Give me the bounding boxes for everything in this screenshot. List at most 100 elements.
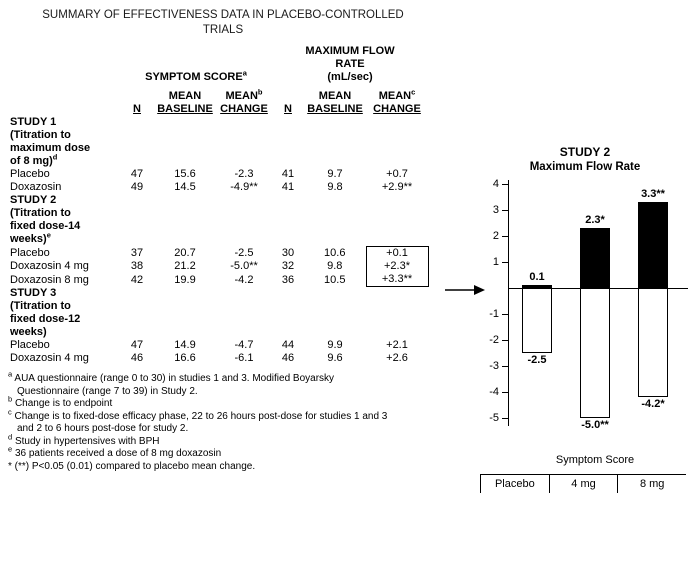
value-cell: 9.8 bbox=[327, 260, 343, 272]
flow-rate-bar bbox=[580, 228, 610, 288]
y-tick-label: 3 bbox=[492, 204, 499, 216]
footnote: b Change is to endpoint bbox=[8, 394, 113, 409]
effectiveness-table: SYMPTOM SCOREa MAXIMUM FLOW RATE (mL/sec… bbox=[8, 45, 429, 365]
study-section-label: STUDY 2 (Titration to fixed dose-14 weeks)e bbox=[10, 194, 81, 245]
value-cell: 41 bbox=[281, 168, 295, 180]
title-line2: TRIALS bbox=[202, 24, 244, 36]
symptom-score-value-label: -5.0** bbox=[581, 419, 609, 431]
chart-title: STUDY 2 bbox=[559, 145, 611, 159]
value-cell: 9.8 bbox=[327, 181, 343, 193]
value-cell: 19.9 bbox=[174, 273, 196, 286]
study-section-row: STUDY 1 (Titration to maximum dose of 8 mg)… bbox=[8, 116, 428, 168]
flow-rate-bar bbox=[638, 202, 668, 288]
footnote: * (**) P<0.05 (0.01) compared to placebo… bbox=[8, 460, 256, 472]
col-n-symptom: N bbox=[133, 103, 141, 115]
x-axis: Placebo 4 mg 8 mg bbox=[480, 474, 686, 493]
value-cell: +0.1 bbox=[365, 246, 429, 260]
value-cell: -4.7 bbox=[234, 339, 254, 351]
chart-subtitle: Maximum Flow Rate bbox=[529, 161, 641, 173]
symptom-score-value-label: -2.5 bbox=[527, 354, 547, 366]
value-cell: -6.1 bbox=[234, 352, 254, 364]
value-cell: 10.6 bbox=[324, 247, 346, 259]
y-tick-label: 2 bbox=[492, 230, 499, 242]
value-cell: +2.9** bbox=[381, 181, 413, 193]
flow-header-line3: (mL/sec) bbox=[327, 71, 373, 83]
value-cell: 9.7 bbox=[327, 168, 343, 180]
symptom-score-bar bbox=[638, 288, 668, 397]
pointer-arrow bbox=[445, 285, 485, 295]
flow-header-line2: RATE bbox=[335, 58, 365, 70]
table-row: Placebo 37 20.7 -2.5 30 10.6 +0.1 bbox=[8, 246, 429, 260]
value-cell: 30 bbox=[281, 247, 295, 259]
y-tick-label: -1 bbox=[489, 308, 499, 320]
chart-plot: 4 3 2 1 -1 -2 -3 -4 -5 0.1 -2.5 2.3* -5.0** 3.3** -4.2… bbox=[478, 178, 692, 494]
col-n-flow: N bbox=[284, 103, 292, 115]
footnote: d Study in hypertensives with BPH bbox=[8, 432, 160, 447]
symptom-score-header-text: SYMPTOM SCORE bbox=[145, 71, 243, 83]
y-axis-line bbox=[508, 180, 509, 426]
group-header-row: SYMPTOM SCOREa MAXIMUM FLOW RATE (mL/sec… bbox=[8, 45, 428, 84]
study-section-row: STUDY 3 (Titration to fixed dose-12 weeks) bbox=[8, 287, 428, 340]
y-tick-mark bbox=[502, 184, 508, 185]
value-cell: 15.6 bbox=[174, 168, 196, 180]
flow-rate-value-label: 0.1 bbox=[529, 271, 545, 283]
col-change-flow: MEANc CHANGE bbox=[373, 87, 421, 115]
flow-header-line1: MAXIMUM FLOW bbox=[305, 45, 395, 57]
value-cell: 9.6 bbox=[327, 352, 343, 364]
table-row: Doxazosin 4 mg 46 16.6 -6.1 46 9.6 +2.6 bbox=[8, 352, 428, 365]
study-section-label: STUDY 1 (Titration to maximum dose of 8 mg)… bbox=[10, 116, 91, 167]
value-cell: 10.5 bbox=[324, 273, 346, 286]
y-tick-label: 4 bbox=[492, 178, 499, 190]
value-cell: +2.1 bbox=[386, 339, 408, 351]
y-tick-mark bbox=[502, 210, 508, 211]
treatment-label: Doxazosin 4 mg bbox=[10, 352, 89, 364]
symptom-score-header-sup: a bbox=[242, 68, 247, 78]
footnote: c Change is to fixed-dose efficacy phase… bbox=[8, 407, 388, 434]
treatment-label: Placebo bbox=[10, 168, 50, 180]
treatment-label: Placebo bbox=[10, 247, 50, 259]
table-row: Doxazosin 49 14.5 -4.9** 41 9.8 +2.9** bbox=[8, 181, 428, 194]
value-cell: 38 bbox=[130, 260, 144, 272]
value-cell: 9.9 bbox=[327, 339, 343, 351]
value-cell: -4.9** bbox=[230, 181, 258, 193]
value-cell: 44 bbox=[281, 339, 295, 351]
value-cell: 42 bbox=[130, 273, 144, 286]
treatment-label: Doxazosin 8 mg bbox=[10, 273, 89, 286]
table-row: Doxazosin 4 mg 38 21.2 -5.0** 32 9.8 +2.3* bbox=[8, 260, 429, 273]
max-flow-rate-header: MAXIMUM FLOW RATE (mL/sec) bbox=[272, 45, 428, 84]
value-cell: 46 bbox=[130, 352, 144, 364]
x-axis-category-label: 4 mg bbox=[548, 475, 618, 493]
value-cell: -4.2 bbox=[234, 273, 254, 286]
value-cell: -2.5 bbox=[234, 247, 254, 259]
table-row: Doxazosin 8 mg 42 19.9 -4.2 36 10.5 +3.3** bbox=[8, 273, 429, 287]
treatment-label: Doxazosin bbox=[10, 181, 62, 193]
y-tick-mark bbox=[502, 340, 508, 341]
y-tick-mark bbox=[502, 366, 508, 367]
value-cell: 21.2 bbox=[174, 260, 196, 272]
flow-rate-bar bbox=[522, 285, 552, 288]
value-cell: 47 bbox=[130, 168, 144, 180]
symptom-score-header: SYMPTOM SCOREa bbox=[120, 45, 272, 84]
value-cell: 36 bbox=[281, 273, 295, 286]
col-baseline-flow: MEAN BASELINE bbox=[307, 90, 363, 115]
value-cell: 47 bbox=[130, 339, 144, 351]
value-cell: 49 bbox=[130, 181, 144, 193]
value-cell: +0.7 bbox=[386, 168, 408, 180]
col-baseline-symptom: MEAN BASELINE bbox=[157, 90, 213, 115]
value-cell: -2.3 bbox=[234, 168, 254, 180]
title-line1: SUMMARY OF EFFECTIVENESS DATA IN PLACEBO… bbox=[42, 9, 404, 21]
value-cell: 46 bbox=[281, 352, 295, 364]
value-cell: 37 bbox=[130, 247, 144, 259]
y-tick-label: -3 bbox=[489, 360, 499, 372]
value-cell: 16.6 bbox=[174, 352, 196, 364]
value-cell: 41 bbox=[281, 181, 295, 193]
value-cell: +2.6 bbox=[386, 352, 408, 364]
column-header-row: N MEAN BASELINE MEANb CHANGE N MEAN BASELIN… bbox=[8, 84, 428, 116]
x-axis-category-label: Placebo bbox=[480, 475, 549, 493]
y-tick-mark bbox=[502, 314, 508, 315]
flow-rate-value-label: 2.3* bbox=[585, 214, 605, 226]
x-axis-category-label: 8 mg bbox=[617, 475, 686, 493]
y-tick-mark bbox=[502, 418, 508, 419]
y-tick-label: -4 bbox=[489, 386, 499, 398]
